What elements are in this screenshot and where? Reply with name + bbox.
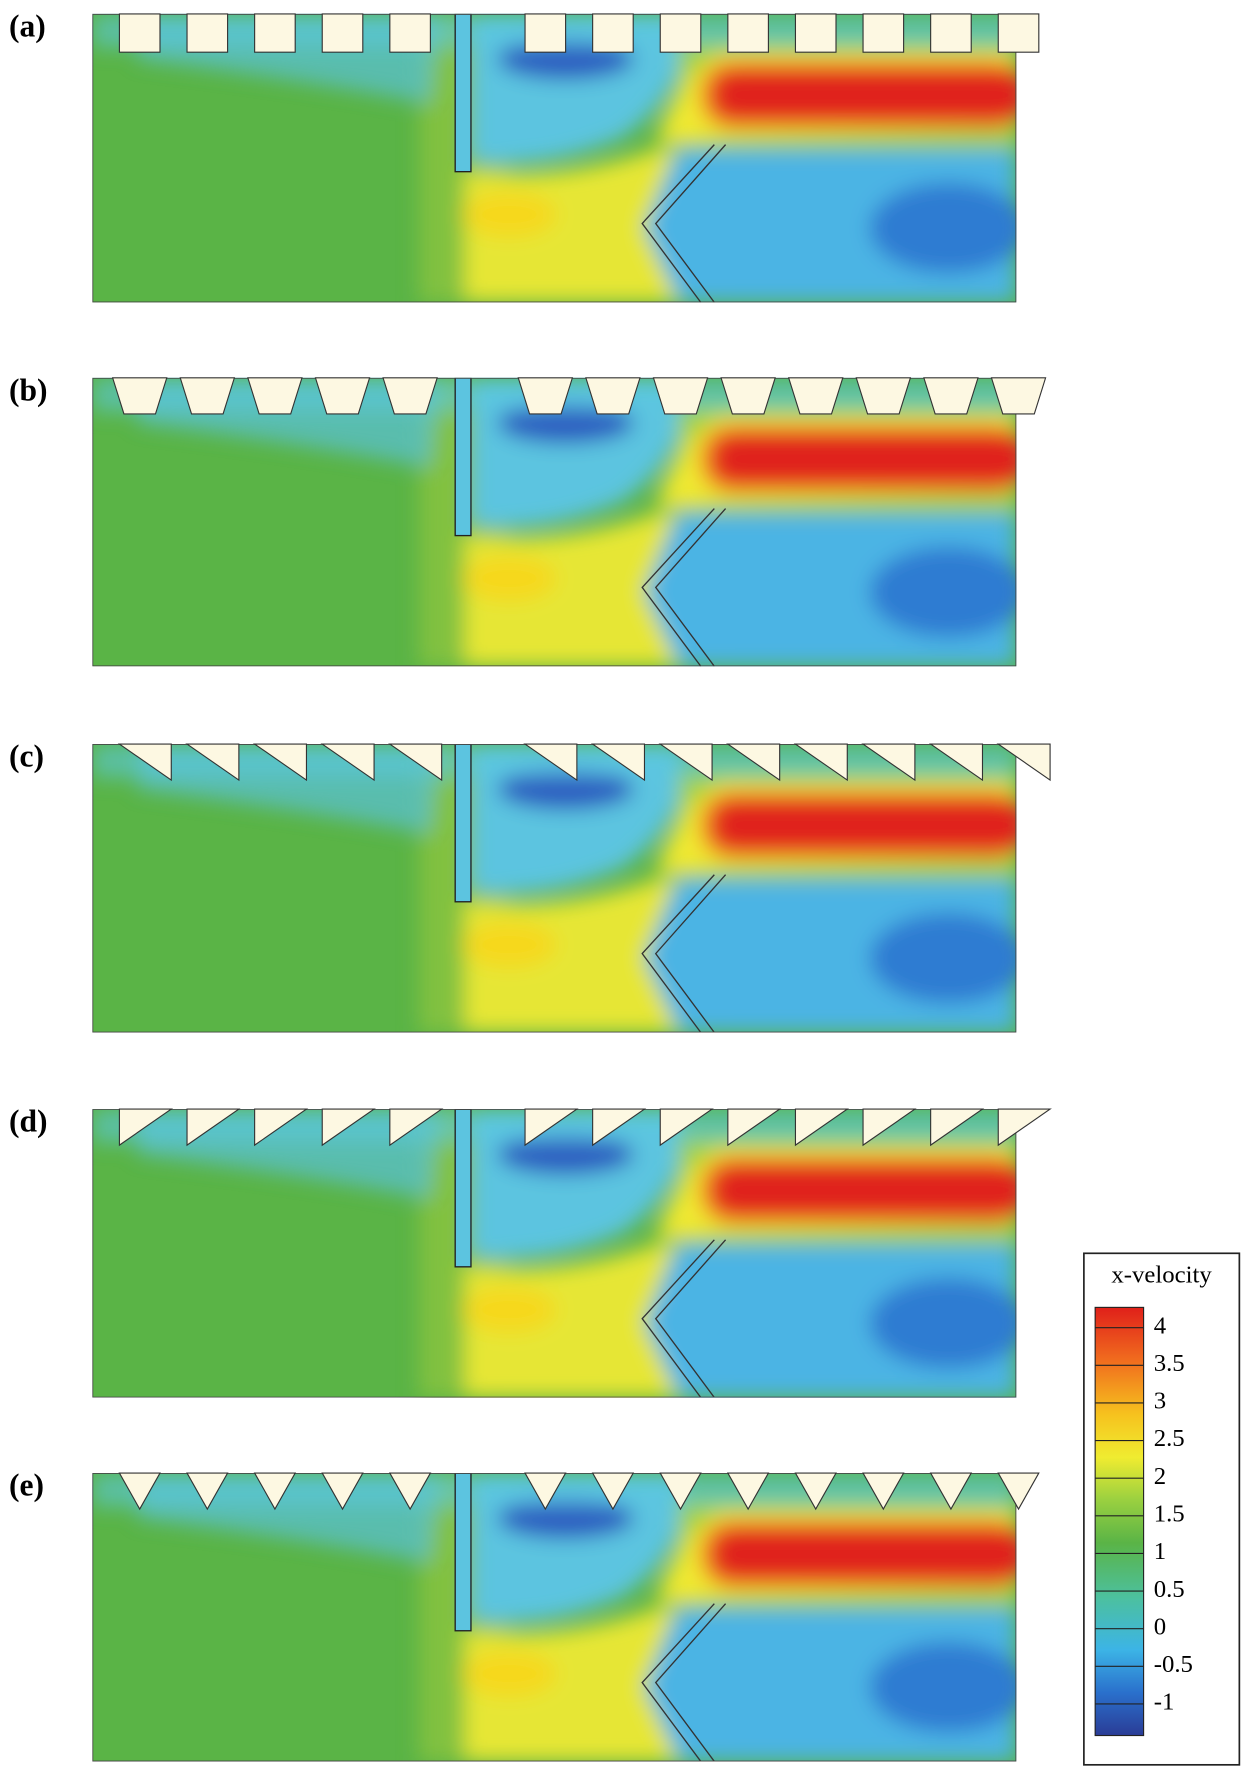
wall-tooth <box>659 1472 702 1511</box>
panel-label: (e) <box>9 1468 44 1503</box>
velocity-field <box>92 378 1027 666</box>
wall-tooth <box>186 1108 241 1147</box>
tick-label: 2 <box>1154 1463 1166 1490</box>
wall-tooth <box>388 1472 432 1511</box>
tick-label: 1.5 <box>1154 1501 1185 1528</box>
wall-tooth <box>118 1108 174 1147</box>
wall-tooth <box>321 1472 364 1511</box>
wall-tooth <box>990 377 1047 415</box>
wall-tooth <box>118 1472 161 1511</box>
wall-tooth <box>592 1108 647 1147</box>
wall-tooth <box>928 743 984 782</box>
panel-label: (d) <box>9 1104 48 1139</box>
wall-tooth <box>787 377 844 415</box>
wall-tooth <box>793 743 848 782</box>
wall-tooth <box>862 13 905 53</box>
wall-tooth <box>111 377 168 415</box>
wall-tooth <box>388 743 443 782</box>
wall-tooth <box>659 13 702 53</box>
wall-tooth <box>524 1108 579 1147</box>
wall-tooth <box>794 1472 837 1511</box>
wall-tooth <box>247 377 303 415</box>
wall-tooth <box>186 13 229 53</box>
wall-tooth <box>855 377 912 415</box>
wall-tooth <box>861 743 916 782</box>
wall-tooth <box>720 377 776 415</box>
wall-tooth <box>659 1108 714 1147</box>
velocity-field <box>92 1109 1027 1397</box>
wall-tooth <box>996 743 1051 782</box>
wall-tooth <box>929 1472 973 1511</box>
wall-tooth <box>727 13 769 53</box>
tick-label: -0.5 <box>1154 1651 1193 1678</box>
panel <box>92 743 1051 1032</box>
wall-tooth <box>997 1108 1052 1147</box>
wall-tooth <box>997 1472 1040 1511</box>
wall-tooth <box>389 13 431 53</box>
wall-tooth <box>523 743 578 782</box>
legend-title: x-velocity <box>1111 1262 1212 1289</box>
wall-tooth <box>321 1108 376 1147</box>
wall-tooth <box>252 743 308 782</box>
wall-tooth <box>930 13 972 53</box>
wall-tooth <box>118 13 161 53</box>
velocity-field <box>92 14 1027 302</box>
wall-tooth <box>179 377 236 415</box>
wall-tooth <box>862 1108 917 1147</box>
tick-label: 0 <box>1154 1613 1166 1640</box>
wall-tooth <box>726 743 781 782</box>
tick-label: 3.5 <box>1154 1350 1185 1377</box>
wall-tooth <box>794 1108 850 1147</box>
wall-tooth <box>185 743 240 782</box>
tick-label: -1 <box>1154 1689 1175 1716</box>
wall-tooth <box>591 1472 635 1511</box>
wall-tooth <box>923 377 979 415</box>
wall-tooth <box>320 743 375 782</box>
wall-tooth <box>727 1108 782 1147</box>
tick-label: 3 <box>1154 1388 1166 1415</box>
wall-tooth <box>254 1108 309 1147</box>
panel <box>92 1472 1040 1761</box>
wall-tooth <box>524 1472 567 1511</box>
wall-tooth <box>726 1472 770 1511</box>
wall-tooth <box>517 377 574 415</box>
tick-label: 1 <box>1154 1538 1166 1565</box>
wall-tooth <box>524 13 567 53</box>
wall-tooth <box>321 13 364 53</box>
wall-tooth <box>794 13 837 53</box>
wall-tooth <box>997 13 1040 53</box>
wall-tooth <box>117 743 172 782</box>
panel-label: (a) <box>9 8 46 43</box>
wall-tooth <box>314 377 371 415</box>
legend: x-velocity 4 3.5 3 2.5 2 1.5 1 0.5 0 -0.5 -1 <box>1083 1252 1241 1766</box>
wall-tooth <box>382 377 438 415</box>
wall-tooth <box>590 743 646 782</box>
velocity-field <box>92 744 1027 1032</box>
panel <box>92 377 1047 666</box>
wall-tooth <box>585 377 641 415</box>
velocity-field <box>92 1473 1027 1761</box>
panel-label: (b) <box>9 372 48 407</box>
wall-tooth <box>186 1472 229 1511</box>
wall-tooth <box>253 1472 297 1511</box>
panel <box>92 13 1040 302</box>
panel-label: (c) <box>9 739 44 774</box>
wall-tooth <box>930 1108 985 1147</box>
wall-tooth <box>389 1108 444 1147</box>
wall-tooth <box>862 1472 905 1511</box>
tick-label: 0.5 <box>1154 1576 1185 1603</box>
wall-tooth <box>652 377 709 415</box>
wall-tooth <box>254 13 296 53</box>
tick-label: 2.5 <box>1154 1425 1185 1452</box>
tick-label: 4 <box>1154 1312 1166 1339</box>
color-bar <box>1094 1306 1145 1737</box>
panel <box>92 1108 1052 1397</box>
wall-tooth <box>658 743 713 782</box>
wall-tooth <box>592 13 634 53</box>
